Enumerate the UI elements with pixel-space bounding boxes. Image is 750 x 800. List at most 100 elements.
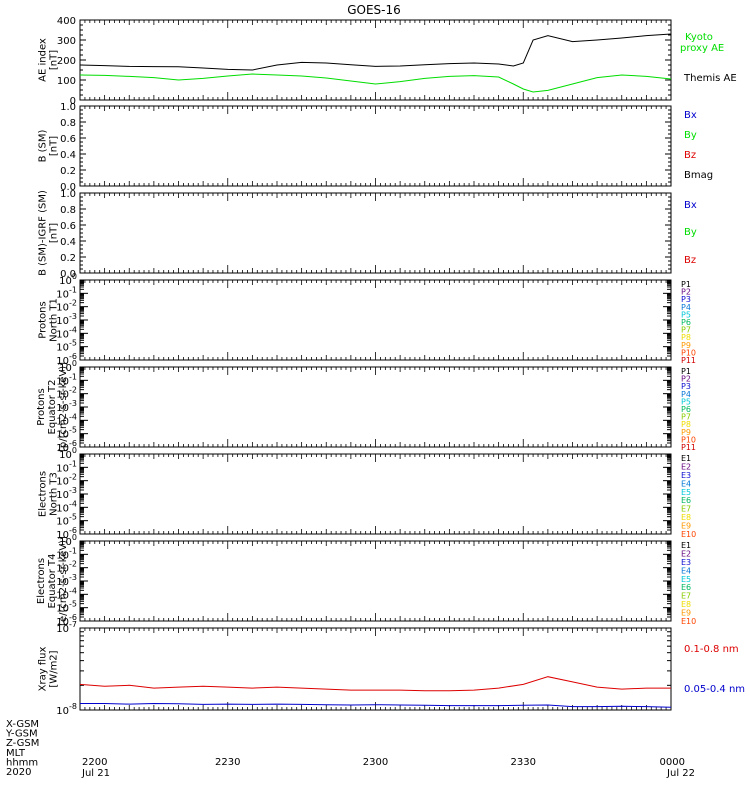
row-label: Z-GSM [6, 738, 39, 749]
tick-exponent: -2 [69, 386, 77, 395]
panel-p_equator [79, 366, 672, 448]
legend-entry: E5 [681, 575, 691, 584]
y-axis-label: North T3 [49, 472, 60, 516]
row-label: 2020 [6, 767, 31, 778]
legend-entry: P9 [681, 341, 691, 350]
panel-frame [79, 279, 672, 361]
legend-entry: P4 [681, 303, 691, 312]
y-axis-label: [nT] [49, 223, 60, 243]
legend-entry: P11 [681, 443, 696, 452]
legend-entry: P8 [681, 420, 691, 429]
legend-entry: By [684, 130, 697, 141]
x-tick-label: 0000 [660, 757, 685, 768]
panel-e_north [79, 453, 672, 535]
y-tick-label: 200 [57, 56, 76, 67]
legend-entry: proxy AE [680, 43, 724, 54]
x-tick-label: 2200 [82, 757, 107, 768]
y-axis-label: [p/(cm2-s-sr-keV)] [58, 362, 69, 452]
legend-entry: E4 [681, 566, 691, 575]
legend-entry: E3 [681, 558, 691, 567]
legend-entry: Kyoto [685, 32, 713, 43]
y-tick-label: 400 [57, 16, 76, 27]
panel-e_equator [79, 540, 672, 622]
legend-entry: E6 [681, 496, 691, 505]
tick-exponent: -5 [69, 426, 77, 435]
date-label-start: Jul 21 [81, 768, 110, 779]
legend-entry: P10 [681, 348, 696, 357]
panel-bigrf [79, 192, 672, 274]
legend-entry: Themis AE [683, 73, 737, 84]
y-tick-label: 300 [57, 36, 76, 47]
legend-entry: E10 [681, 617, 696, 626]
y-axis-label: Electrons [36, 558, 47, 604]
tick-exponent: 0 [72, 446, 77, 455]
y-axis-label: [e/(cm2-s-sr-keV)] [58, 536, 69, 626]
tick-exponent: -1 [69, 372, 77, 381]
y-axis-label: AE index [38, 38, 49, 82]
tick-exponent: 0 [72, 533, 77, 542]
y-tick-label: 0.2 [60, 166, 76, 177]
tick-exponent: -4 [69, 499, 77, 508]
date-label-end: Jul 22 [666, 768, 695, 779]
panel-ae [79, 19, 672, 101]
tick-exponent: -3 [69, 573, 77, 582]
legend-entry: P1 [681, 280, 691, 289]
tick-exponent: -3 [69, 399, 77, 408]
tick-exponent: -6 [69, 439, 77, 448]
legend-entry: Bx [684, 110, 697, 121]
y-axis-label: [nT] [49, 50, 60, 70]
legend-entry: Bx [684, 200, 697, 211]
y-tick-label: 100 [57, 76, 76, 87]
tick-exponent: -1 [69, 546, 77, 555]
panel-xray [79, 627, 672, 711]
x-tick-label: 2330 [511, 757, 536, 768]
legend-entry: P10 [681, 435, 696, 444]
y-tick-label: 0.6 [60, 134, 76, 145]
legend-entry: E1 [681, 454, 691, 463]
tick-exponent: -2 [69, 299, 77, 308]
panel-p_north [79, 279, 672, 361]
row-label: hhmm [6, 757, 38, 768]
legend-entry: Bz [684, 255, 696, 266]
y-tick-label: 0.0 [60, 182, 76, 193]
legend-entry: P8 [681, 333, 691, 342]
legend-entry: E9 [681, 522, 691, 531]
tick-exponent: -5 [69, 339, 77, 348]
legend-entry: P5 [681, 310, 691, 319]
legend-entry: 0.1-0.8 nm [684, 644, 739, 655]
tick-exponent: -8 [69, 702, 77, 711]
x-tick-label: 2230 [215, 757, 240, 768]
legend-entry: P7 [681, 326, 691, 335]
legend-entry: P11 [681, 356, 696, 365]
panel-frame [79, 453, 672, 535]
tick-exponent: -3 [69, 486, 77, 495]
legend-entry: E8 [681, 600, 691, 609]
tick-exponent: -4 [69, 325, 77, 334]
tick-exponent: -3 [69, 312, 77, 321]
plot-title: GOES-16 [347, 3, 401, 17]
y-tick-label: 0 [70, 96, 76, 107]
y-axis-label: Protons [38, 301, 49, 338]
series-line-0-05-0-4-nm [80, 702, 672, 708]
legend-entry: P2 [681, 288, 691, 297]
series-line-0-1-0-8-nm [79, 676, 671, 692]
y-axis-label: Equator T4 [47, 554, 58, 609]
y-axis-label: B (SM) [38, 129, 49, 162]
x-tick-label: 2300 [363, 757, 388, 768]
legend-entry: E8 [681, 513, 691, 522]
legend-entry: E7 [681, 505, 691, 514]
panel-frame [79, 19, 672, 101]
panel-frame [79, 540, 672, 622]
y-tick-label: 0.4 [60, 237, 76, 248]
tick-exponent: -4 [69, 412, 77, 421]
panel-bsm [79, 105, 672, 187]
y-tick-label: 0.8 [60, 118, 76, 129]
legend-entry: 0.05-0.4 nm [684, 684, 745, 695]
legend-entry: E9 [681, 609, 691, 618]
tick-exponent: -6 [69, 613, 77, 622]
legend-entry: P1 [681, 367, 691, 376]
tick-exponent: -2 [69, 560, 77, 569]
tick-exponent: -6 [69, 352, 77, 361]
legend-entry: Bz [684, 150, 696, 161]
legend-entry: P7 [681, 413, 691, 422]
